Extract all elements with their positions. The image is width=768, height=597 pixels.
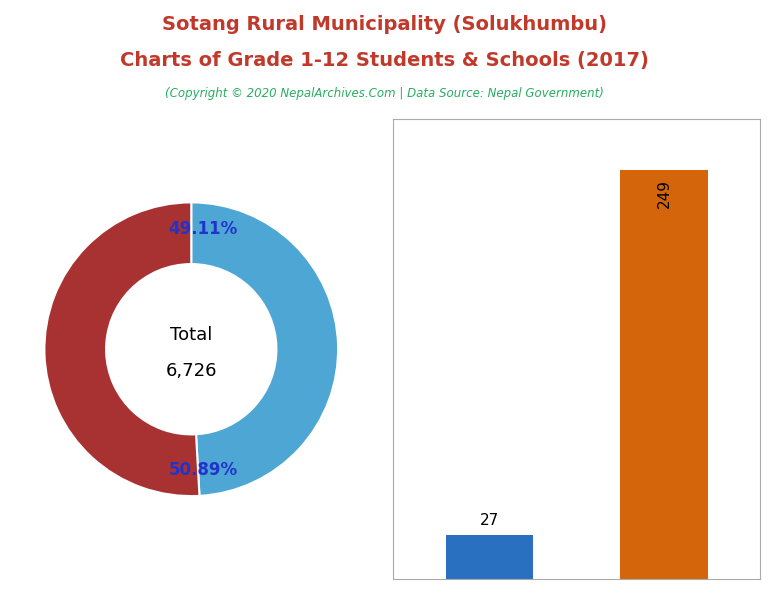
Text: Sotang Rural Municipality (Solukhumbu): Sotang Rural Municipality (Solukhumbu) [161, 15, 607, 34]
Text: 27: 27 [480, 513, 499, 528]
Text: 50.89%: 50.89% [168, 461, 237, 479]
Wedge shape [191, 202, 338, 496]
Text: Total: Total [170, 325, 213, 343]
Bar [621, 170, 708, 579]
Wedge shape [45, 202, 200, 496]
Text: 249: 249 [657, 179, 672, 208]
Text: 6,726: 6,726 [165, 362, 217, 380]
Text: (Copyright © 2020 NepalArchives.Com | Data Source: Nepal Government): (Copyright © 2020 NepalArchives.Com | Da… [164, 87, 604, 100]
Bar [445, 535, 533, 579]
Text: Charts of Grade 1-12 Students & Schools (2017): Charts of Grade 1-12 Students & Schools … [120, 51, 648, 70]
Text: 49.11%: 49.11% [168, 220, 237, 238]
